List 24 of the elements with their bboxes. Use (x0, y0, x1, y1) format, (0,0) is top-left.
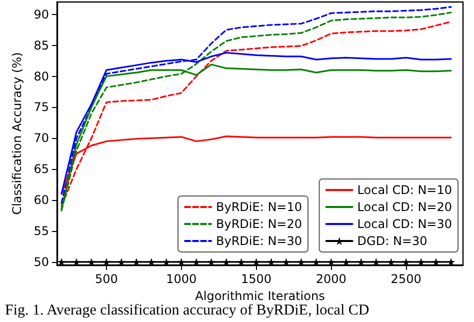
legend-label: Local CD: N=30 (357, 217, 452, 231)
y-tick-label: 60 (34, 193, 49, 208)
legend-label: ByRDiE: N=30 (216, 234, 302, 248)
x-tick-label: 1500 (240, 272, 272, 286)
x-tick-label: 2500 (390, 272, 422, 286)
x-tick-label: 500 (94, 272, 118, 286)
y-tick-label: 80 (34, 69, 49, 84)
x-tick-label: 2000 (316, 272, 346, 286)
legend-label: Local CD: N=10 (357, 183, 452, 197)
y-tick-label: 70 (34, 131, 49, 146)
y-axis-title: Classification Accuracy (%) (10, 52, 24, 215)
y-tick-label: 50 (34, 254, 49, 269)
x-axis-title: Algorithmic Iterations (195, 288, 325, 303)
legend-label: ByRDiE: N=20 (216, 217, 302, 231)
y-tick-label: 55 (34, 224, 49, 238)
y-tick-label: 85 (34, 38, 49, 52)
y-tick-label: 75 (34, 100, 49, 114)
y-tick-label: 65 (34, 162, 49, 176)
x-tick-label: 1000 (166, 272, 197, 286)
caption: Fig. 1. Average classification accuracy of ByRDiE, local CD (5, 302, 370, 318)
legend-label: DGD: N=30 (357, 234, 428, 248)
legend-label: ByRDiE: N=10 (216, 200, 302, 214)
legend-label: Local CD: N=20 (357, 200, 452, 214)
y-tick-label: 90 (34, 7, 49, 22)
